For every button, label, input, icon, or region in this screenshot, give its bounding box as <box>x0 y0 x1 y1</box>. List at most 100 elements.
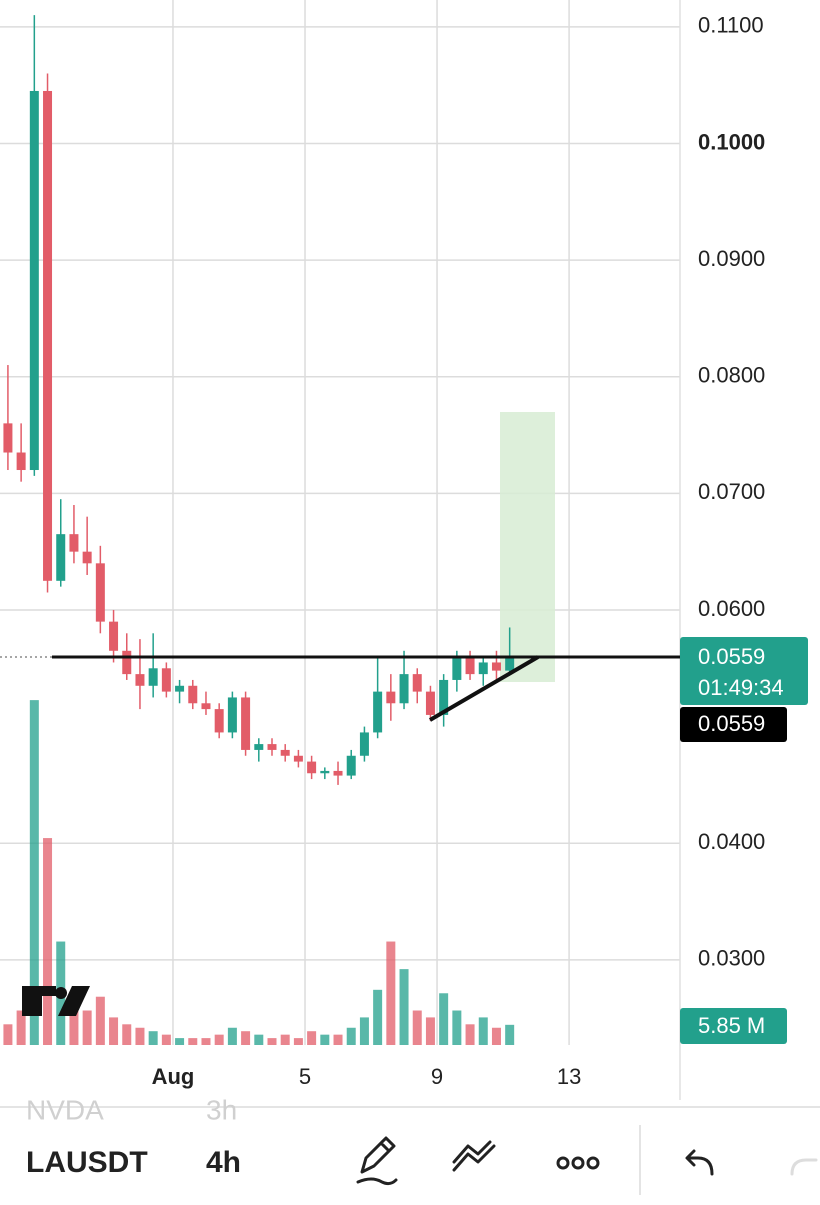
volume-bar <box>280 1034 290 1045</box>
volume-bar <box>3 1024 13 1045</box>
x-tick-label: Aug <box>152 1064 195 1089</box>
y-tick-label: 0.0800 <box>698 363 765 388</box>
volume-bar <box>425 1017 435 1045</box>
last-price-box <box>680 637 808 705</box>
candle-body <box>148 668 158 686</box>
candle-body <box>412 674 422 692</box>
volume-bar <box>307 1031 317 1045</box>
tradingview-logo <box>22 986 90 1016</box>
x-tick-label: 13 <box>557 1064 581 1089</box>
volume-bar <box>227 1027 237 1045</box>
candle-body <box>161 668 171 692</box>
volume-bar <box>82 1010 92 1045</box>
candle-body <box>16 452 26 471</box>
candle-body <box>373 691 383 733</box>
draw-tool-button[interactable] <box>356 1136 398 1186</box>
candle-body <box>439 679 449 715</box>
candle-body <box>425 691 435 715</box>
candle-body <box>227 697 237 733</box>
volume-bar <box>201 1038 211 1045</box>
volume-bar <box>386 941 396 1045</box>
volume-bar <box>333 1034 343 1045</box>
candle-body <box>122 650 132 675</box>
y-tick-label: 0.0400 <box>698 829 765 854</box>
redo-button[interactable] <box>790 1158 818 1176</box>
candle-body <box>29 90 39 471</box>
candle-body <box>465 656 475 675</box>
trend-tool-button[interactable] <box>452 1140 496 1172</box>
volume-label: 5.85 M <box>698 1013 765 1038</box>
candle-body <box>188 685 198 704</box>
candle-body <box>82 551 92 564</box>
volume-bar <box>214 1034 224 1045</box>
candle-body <box>293 755 303 762</box>
candle-body <box>135 674 145 686</box>
volume-bar <box>135 1027 145 1045</box>
candle-body <box>241 697 251 750</box>
volume-bar <box>16 1010 26 1045</box>
volume-bar <box>491 1027 501 1045</box>
volume-bar <box>373 989 383 1045</box>
volume-bar <box>452 1010 462 1045</box>
volume-bar <box>122 1024 132 1045</box>
volume-bar <box>175 1038 185 1045</box>
countdown-label: 01:49:34 <box>698 675 784 700</box>
y-tick-label: 0.0600 <box>698 596 765 621</box>
volume-bar <box>109 1017 119 1045</box>
candle-body <box>478 662 488 675</box>
crosshair-price-label: 0.0559 <box>698 711 765 736</box>
crosshair-price-box <box>680 707 787 742</box>
candle-body <box>254 744 264 750</box>
volume-bar <box>254 1034 264 1045</box>
candle-body <box>452 656 462 680</box>
volume-bar <box>43 838 53 1045</box>
volume-bar <box>346 1027 356 1045</box>
volume-bar <box>293 1038 303 1045</box>
more-button[interactable] <box>556 1156 600 1170</box>
y-tick-label: 0.0300 <box>698 946 765 971</box>
candle-body <box>95 563 105 622</box>
ghost-interval: 3h <box>206 1094 237 1125</box>
volume-bar <box>359 1017 369 1045</box>
volume-bar <box>267 1038 277 1045</box>
candle-body <box>491 662 501 671</box>
candle-body <box>214 709 224 733</box>
y-tick-label: 0.1100 <box>698 13 764 38</box>
x-tick-label: 5 <box>299 1064 311 1089</box>
candle-body <box>267 744 277 750</box>
grid-layer <box>0 0 681 1100</box>
candle-body <box>307 761 317 774</box>
volume-bar <box>465 1024 475 1045</box>
candle-body <box>359 732 369 756</box>
candle-body <box>43 90 53 581</box>
volume-bar <box>95 996 105 1045</box>
interval-button[interactable]: 4h <box>206 1146 241 1179</box>
candle-body <box>386 691 396 704</box>
volume-bar <box>505 1024 515 1045</box>
x-tick-label: 9 <box>431 1064 443 1089</box>
last-price-label: 0.0559 <box>698 644 765 669</box>
candle-body <box>201 703 211 710</box>
volume-bar <box>241 1031 251 1045</box>
volume-bar <box>69 1003 79 1045</box>
candle-body <box>3 423 13 453</box>
y-tick-label: 0.0700 <box>698 479 765 504</box>
volume-bar <box>439 993 449 1045</box>
y-tick-label: 0.0900 <box>698 246 765 271</box>
trend-line-drawing[interactable] <box>428 655 540 722</box>
volume-bar <box>412 1010 422 1045</box>
undo-button[interactable] <box>685 1149 714 1176</box>
candles-layer <box>3 15 515 1045</box>
volume-bar <box>148 1031 158 1045</box>
target-box[interactable] <box>500 412 555 682</box>
symbol-button[interactable]: LAUSDT <box>26 1146 148 1179</box>
candle-body <box>399 674 409 704</box>
candle-body <box>56 534 66 581</box>
candle-body <box>346 755 356 776</box>
volume-box <box>680 1008 787 1044</box>
y-tick-label: 0.1000 <box>698 129 765 154</box>
candle-body <box>333 770 343 776</box>
volume-bar <box>320 1034 330 1045</box>
